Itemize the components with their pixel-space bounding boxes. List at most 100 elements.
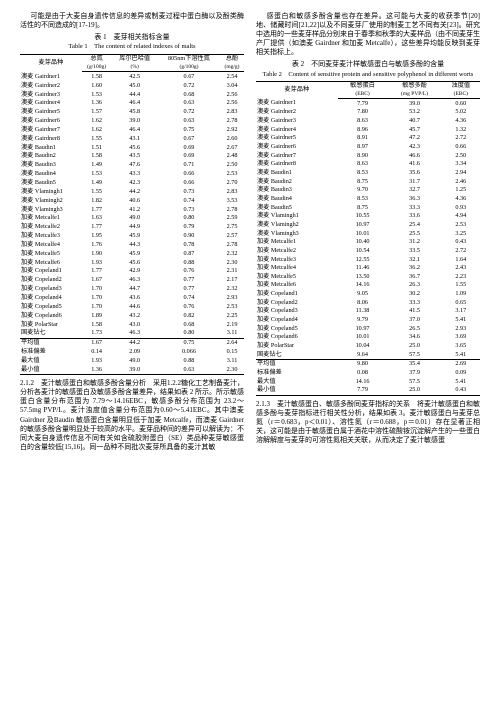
t2-h4: 浊度值	[442, 82, 480, 91]
cell: 44.2	[111, 187, 158, 196]
cell: 0.78	[158, 241, 220, 250]
table-row: 加麦 Copeland61.8943.20.822.25	[20, 311, 244, 320]
cell: 9.05	[338, 290, 388, 299]
cell: 43.3	[111, 170, 158, 179]
cell: 0.69	[158, 152, 220, 161]
cell: 46.4	[111, 126, 158, 135]
cell: 2.69	[442, 360, 480, 369]
cell: 加麦 Copeland3	[20, 285, 82, 294]
cell: 42.5	[111, 72, 158, 81]
table-row: 加麦 Metcalfe411.4636.22.43	[256, 264, 480, 273]
cell: 8.97	[338, 143, 388, 152]
table-row: 澳麦 Baudin58.7533.30.93	[256, 203, 480, 212]
cell: 2.53	[442, 221, 480, 230]
cell: 42.3	[387, 143, 441, 152]
cell: 49.0	[111, 214, 158, 223]
cell: 2.67	[220, 143, 244, 152]
cell: 澳麦 Vlamingh1	[20, 187, 82, 196]
cell: 0.63	[158, 117, 220, 126]
t2-h3u: (mg PVP/L)	[387, 91, 441, 99]
table-row: 平均值1.6744.20.752.64	[20, 338, 244, 347]
cell: 加麦 Metcalfe6	[20, 258, 82, 267]
cell: 澳麦 Gairdner3	[20, 90, 82, 99]
cell: 2.72	[442, 247, 480, 256]
cell: 2.53	[220, 302, 244, 311]
cell: 8.63	[338, 160, 388, 169]
cell: 1.58	[82, 72, 112, 81]
cell: 43.0	[111, 320, 158, 329]
cell: 0.14	[82, 348, 112, 357]
cell: 47.6	[111, 161, 158, 170]
cell: 澳麦 Baudin4	[256, 195, 338, 204]
cell: 2.43	[442, 264, 480, 273]
cell: 0.67	[158, 134, 220, 143]
cell: 26.5	[387, 324, 441, 333]
cell: 39.0	[387, 99, 441, 108]
cell: 加麦 Copeland4	[256, 316, 338, 325]
cell: 14.16	[338, 281, 388, 290]
cell: 2.57	[220, 232, 244, 241]
cell: 1.57	[82, 108, 112, 117]
cell: 46.3	[111, 329, 158, 338]
cell: 最小值	[20, 365, 82, 374]
cell: 25.5	[387, 229, 441, 238]
cell: 0.74	[158, 196, 220, 205]
cell: 13.50	[338, 273, 388, 282]
cell: 澳麦 Gairdner4	[20, 99, 82, 108]
table-row: 澳麦 Gairdner27.8053.25.02	[256, 108, 480, 117]
t1-h4u: (g/100g)	[158, 64, 220, 72]
table-row: 澳麦 Gairdner21.6045.00.723.04	[20, 81, 244, 90]
table-row: 澳麦 Gairdner61.6239.00.632.78	[20, 117, 244, 126]
cell: 57.5	[387, 377, 441, 386]
cell: 2.72	[442, 134, 480, 143]
cell: 46.4	[111, 99, 158, 108]
t1-h5u: (mg/g)	[220, 64, 244, 72]
cell: 澳麦 Gairdner2	[256, 108, 338, 117]
cell: 25.4	[387, 221, 441, 230]
t2-h4u: (EBC)	[442, 91, 480, 99]
cell: 2.30	[220, 258, 244, 267]
cell: 1.77	[82, 205, 112, 214]
table-row: 澳麦 Gairdner48.9645.71.32	[256, 125, 480, 134]
cell: 1.55	[442, 281, 480, 290]
cell: 澳麦 Gairdner8	[20, 134, 82, 143]
cell: 0.74	[158, 294, 220, 303]
table-row: 澳麦 Baudin21.5843.50.692.48	[20, 152, 244, 161]
table-row: 澳麦 Gairdner17.7939.00.60	[256, 99, 480, 108]
cell: 0.66	[158, 179, 220, 188]
cell: 1.63	[82, 214, 112, 223]
cell: 1.73	[82, 329, 112, 338]
cell: 0.71	[158, 161, 220, 170]
cell: 43.2	[111, 311, 158, 320]
cell: 10.97	[338, 221, 388, 230]
cell: 1.90	[82, 249, 112, 258]
cell: 43.6	[111, 294, 158, 303]
cell: 澳麦 Gairdner3	[256, 117, 338, 126]
cell: 0.80	[158, 329, 220, 338]
cell: 1.67	[82, 276, 112, 285]
cell: 0.72	[158, 81, 220, 90]
cell: 0.88	[158, 258, 220, 267]
table-row: 澳麦 Gairdner81.5543.10.672.60	[20, 134, 244, 143]
cell: 8.75	[338, 203, 388, 212]
cell: 8.63	[338, 117, 388, 126]
table-row: 加麦 Copeland41.7043.60.742.93	[20, 294, 244, 303]
table-row: 加麦 Metcalfe21.7744.90.792.75	[20, 223, 244, 232]
table-row: 澳麦 Baudin18.5335.62.94	[256, 169, 480, 178]
cell: 32.1	[387, 255, 441, 264]
cell: 0.79	[158, 223, 220, 232]
cell: 2.23	[442, 273, 480, 282]
table-row: 澳麦 Gairdner71.6246.40.752.92	[20, 126, 244, 135]
cell: 澳麦 Baudin3	[20, 161, 82, 170]
t2-h1: 麦芽品种	[256, 82, 338, 99]
cell: 1.82	[82, 196, 112, 205]
cell: 0.93	[442, 203, 480, 212]
cell: 0.82	[158, 311, 220, 320]
cell: 31.7	[387, 177, 441, 186]
table-row: 加麦 PolarStar10.0425.03.65	[256, 342, 480, 351]
table-row: 澳麦 Gairdner11.5842.50.672.54	[20, 72, 244, 81]
cell: 加麦 Metcalfe1	[20, 214, 82, 223]
cell: 0.69	[158, 143, 220, 152]
cell: 44.9	[111, 223, 158, 232]
cell: 0.77	[158, 276, 220, 285]
